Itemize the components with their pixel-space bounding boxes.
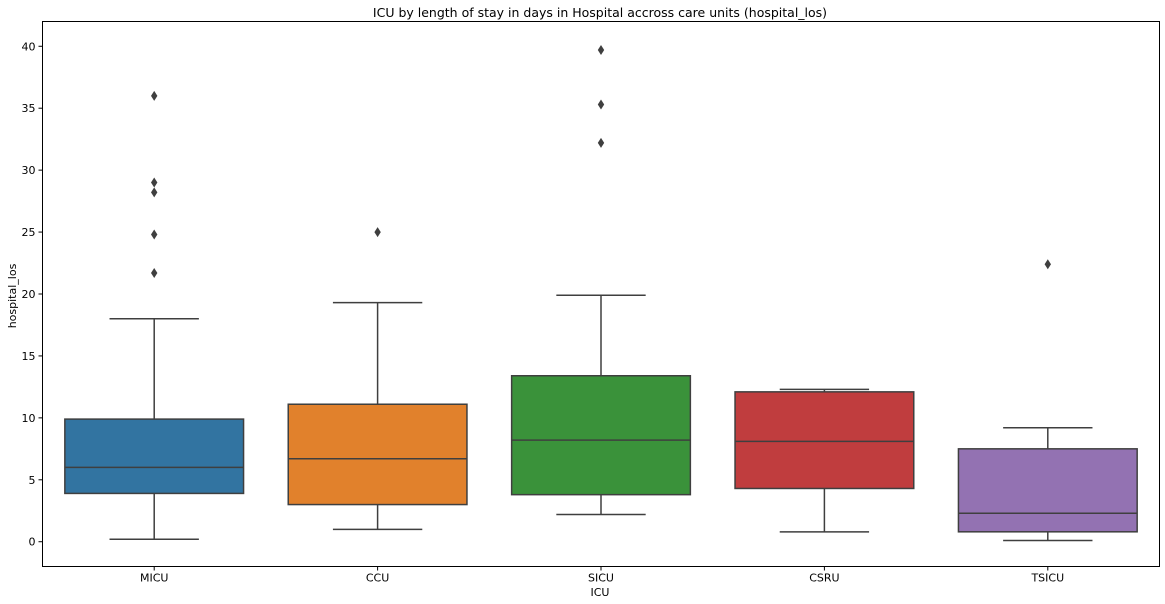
- x-axis: MICU CCU SICU CSRU TSICU: [140, 566, 1064, 585]
- y-tick-label: 15: [22, 350, 36, 363]
- y-tick-label: 10: [22, 412, 36, 425]
- outlier-point: [374, 227, 381, 238]
- iqr-box: [510, 375, 692, 496]
- outlier-point: [151, 177, 158, 188]
- y-axis: 0 5 10 15 20 25 30 35 40: [22, 40, 43, 549]
- chart-title: ICU by length of stay in days in Hospita…: [373, 5, 827, 20]
- box-sicu: [510, 44, 692, 516]
- iqr-box: [287, 403, 468, 506]
- box-csru: [734, 388, 915, 533]
- iqr-box: [957, 448, 1138, 533]
- box-ccu: [287, 227, 468, 531]
- y-tick-label: 0: [29, 536, 36, 549]
- x-tick-label: MICU: [140, 572, 168, 585]
- y-tick-label: 25: [22, 226, 36, 239]
- outlier-point: [151, 90, 158, 101]
- outlier-point: [597, 99, 605, 110]
- y-tick-label: 5: [29, 474, 36, 487]
- x-tick-label: TSICU: [1030, 572, 1064, 585]
- outlier-point: [151, 187, 158, 198]
- outlier-point: [597, 137, 605, 148]
- outlier-point: [597, 44, 605, 55]
- iqr-box: [64, 418, 245, 495]
- x-tick-label: CCU: [366, 572, 389, 585]
- iqr-box: [734, 391, 915, 490]
- y-tick-label: 40: [22, 40, 36, 53]
- x-axis-label: ICU: [591, 586, 610, 599]
- y-tick-label: 30: [22, 164, 36, 177]
- outlier-point: [151, 267, 158, 278]
- plot-area: [64, 44, 1138, 542]
- x-tick-label: CSRU: [809, 572, 839, 585]
- y-axis-label: hospital_los: [6, 263, 19, 328]
- outlier-point: [1044, 259, 1051, 270]
- box-micu: [64, 90, 245, 540]
- box-tsicu: [957, 259, 1138, 542]
- y-tick-label: 35: [22, 102, 36, 115]
- y-tick-label: 20: [22, 288, 36, 301]
- x-tick-label: SICU: [588, 572, 614, 585]
- outlier-point: [151, 229, 158, 240]
